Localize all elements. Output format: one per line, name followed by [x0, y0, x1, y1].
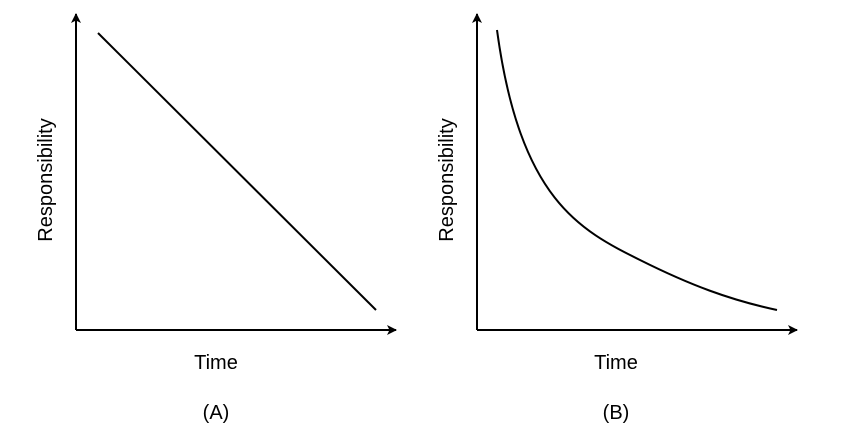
panel-b-y-label: Responsibility — [436, 118, 458, 241]
panel-b: Responsibility Time (B) — [436, 13, 798, 424]
panel-a: Responsibility Time (A) — [35, 13, 397, 424]
panel-b-x-label: Time — [594, 352, 638, 374]
panel-a-y-label: Responsibility — [35, 118, 57, 241]
panel-a-curve — [97, 32, 377, 311]
panel-b-curve — [496, 29, 778, 311]
panel-b-caption: (B) — [603, 402, 630, 424]
panel-a-x-label: Time — [194, 352, 238, 374]
panel-a-caption: (A) — [203, 402, 230, 424]
